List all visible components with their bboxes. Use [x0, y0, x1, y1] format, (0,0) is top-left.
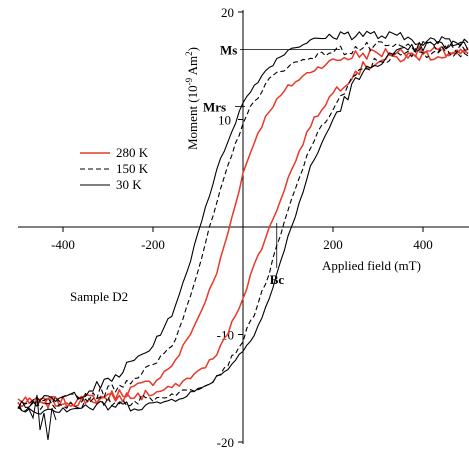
ms-label: Ms — [220, 43, 237, 58]
x-tick-label: 400 — [413, 237, 433, 252]
x-tick-label: -400 — [51, 237, 75, 252]
y-axis-label: Moment (10-9 Am2) — [184, 47, 200, 150]
legend-label: 30 K — [116, 177, 142, 192]
x-axis-label: Applied field (mT) — [322, 258, 421, 273]
legend-item: 150 K — [80, 161, 149, 176]
x-tick-label: 200 — [323, 237, 343, 252]
series-30k — [17, 30, 469, 415]
branch-upper — [17, 30, 469, 409]
legend-label: 150 K — [116, 161, 149, 176]
chart-annotations: Ms Mrs Bc Sample D2 — [70, 43, 340, 304]
noise-spike — [27, 394, 57, 441]
y-tick-label: 20 — [221, 5, 234, 20]
y-tick-label: -10 — [217, 328, 234, 343]
y-tick-label: -20 — [217, 435, 234, 450]
legend-label: 280 K — [116, 145, 149, 160]
mrs-label: Mrs — [203, 100, 226, 115]
x-tick-label: -200 — [141, 237, 165, 252]
sample-label: Sample D2 — [70, 289, 128, 304]
branch-upper — [17, 41, 469, 409]
hysteresis-curves — [17, 30, 469, 441]
branch-lower — [17, 49, 469, 407]
legend-item: 30 K — [80, 177, 142, 192]
y-tick-label: 10 — [218, 113, 231, 128]
branch-lower — [17, 38, 469, 415]
series-280k — [17, 45, 469, 409]
bc-label: Bc — [270, 272, 285, 287]
chart-axes: -400 -200 200 400 -20 -10 10 20 Applied field (m… — [18, 5, 469, 450]
legend-item: 280 K — [80, 145, 149, 160]
